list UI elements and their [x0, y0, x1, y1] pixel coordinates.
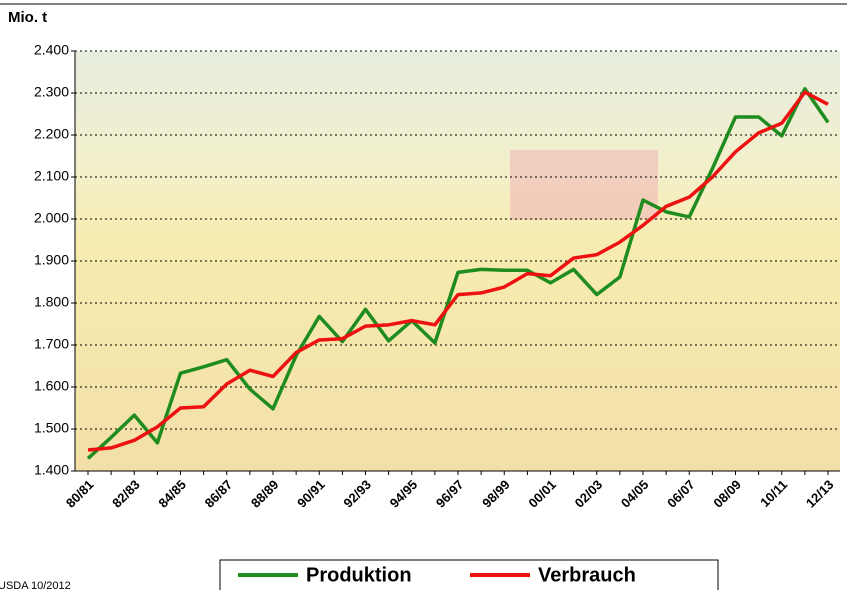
- x-tick-label: 82/83: [109, 477, 143, 511]
- x-tick-label: 88/89: [248, 477, 282, 511]
- x-tick-label: 80/81: [63, 477, 97, 511]
- source-note: USDA 10/2012: [0, 580, 71, 590]
- x-tick-label: 00/01: [525, 477, 559, 511]
- x-tick-label: 94/95: [387, 477, 421, 511]
- legend-label: Produktion: [306, 564, 412, 586]
- x-tick-label: 04/05: [618, 477, 652, 511]
- y-tick-label: 2.200: [34, 126, 69, 142]
- x-tick-label: 98/99: [479, 477, 513, 511]
- x-tick-label: 92/93: [340, 477, 374, 511]
- y-tick-label: 1.700: [34, 336, 69, 352]
- x-tick-label: 84/85: [155, 477, 189, 511]
- legend-label: Verbrauch: [538, 564, 636, 586]
- chart: Mio. t USDA 10/2012 1.400 1.500 1.600 1.700…: [0, 0, 847, 590]
- y-tick-label: 1.900: [34, 252, 69, 268]
- y-tick-label: 2.000: [34, 210, 69, 226]
- y-axis-label: Mio. t: [8, 9, 47, 26]
- x-tick-label: 96/97: [433, 477, 467, 511]
- x-tick-label: 08/09: [710, 477, 744, 511]
- y-tick-label: 2.100: [34, 168, 69, 184]
- x-tick-label: 02/03: [572, 477, 606, 511]
- y-tick-label: 1.600: [34, 378, 69, 394]
- y-tick-label: 1.500: [34, 420, 69, 436]
- y-tick-label: 2.400: [34, 42, 69, 58]
- y-tick-label: 2.300: [34, 84, 69, 100]
- y-tick-label: 1.800: [34, 294, 69, 310]
- harvester-image: [510, 150, 658, 220]
- x-tick-label: 12/13: [803, 477, 837, 511]
- x-tick-label: 90/91: [294, 477, 328, 511]
- x-tick-label: 86/87: [202, 477, 236, 511]
- x-tick-label: 06/07: [664, 477, 698, 511]
- y-tick-label: 1.400: [34, 462, 69, 478]
- x-tick-label: 10/11: [757, 477, 790, 510]
